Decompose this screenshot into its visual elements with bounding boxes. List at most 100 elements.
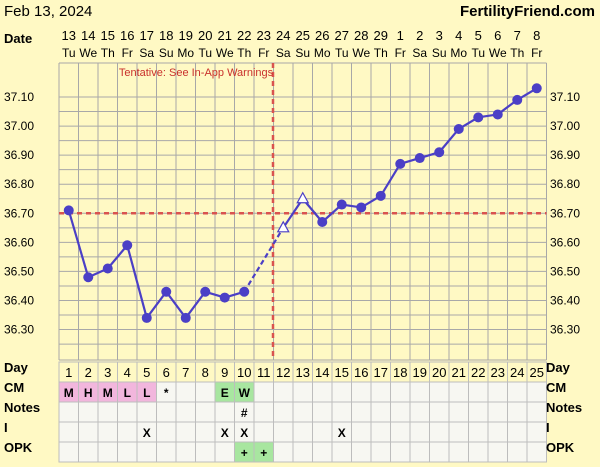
day-cell: 9 <box>221 365 228 380</box>
y-tick-label-left: 37.00 <box>4 119 34 133</box>
temperature-series <box>59 63 547 360</box>
intercourse-cell-bg <box>273 421 294 443</box>
intercourse-cell: X <box>143 426 151 440</box>
opk-cell-bg <box>409 441 430 463</box>
intercourse-cell-bg <box>487 421 508 443</box>
day-cell: 14 <box>315 365 329 380</box>
y-tick-label-left: 36.50 <box>4 264 34 278</box>
temperature-point <box>102 263 113 274</box>
opk-cell-bg <box>448 441 469 463</box>
day-row-label-right: Day <box>546 360 571 375</box>
cm-cell: M <box>64 386 74 400</box>
day-cell: 17 <box>374 365 388 380</box>
intercourse-cell-bg <box>58 421 79 443</box>
date-tick-label: 8 <box>533 28 540 43</box>
opk-cell-bg <box>370 441 391 463</box>
intercourse-cell-bg <box>409 421 430 443</box>
weekday-tick-label: Sa <box>276 46 291 60</box>
cm-cell-bg <box>409 381 430 403</box>
notes-cell: # <box>241 406 248 420</box>
date-tick-label: 4 <box>455 28 462 43</box>
date-tick-label: 14 <box>81 28 95 43</box>
opk-cell-bg <box>390 441 411 463</box>
opk-cell-bg <box>195 441 216 463</box>
intercourse-cell-bg <box>195 421 216 443</box>
date-tick-label: 25 <box>296 28 310 43</box>
date-tick-label: 2 <box>416 28 423 43</box>
weekday-tick-label: We <box>216 46 234 60</box>
opk-cell-bg <box>429 441 450 463</box>
date-tick-label: 5 <box>475 28 482 43</box>
day-cell: 23 <box>491 365 505 380</box>
tentative-warning[interactable]: Tentative: See In-App Warnings <box>119 67 274 79</box>
notes-cell-bg <box>253 401 274 423</box>
cm-cell-bg <box>273 381 294 403</box>
cm-cell-bg <box>175 381 196 403</box>
notes-cell-bg <box>487 401 508 423</box>
opk-cell-bg <box>507 441 528 463</box>
opk-cell-bg <box>331 441 352 463</box>
notes-cell-bg <box>370 401 391 423</box>
cm-cell-bg <box>468 381 489 403</box>
y-tick-label-right: 36.60 <box>550 235 580 249</box>
intercourse-row-label: I <box>4 420 8 435</box>
intercourse-cell-bg <box>253 421 274 443</box>
weekday-tick-label: Tu <box>198 46 212 60</box>
temperature-segment <box>126 244 148 319</box>
date-row-label: Date <box>4 31 32 46</box>
brand-logo: FertilityFriend.com <box>460 3 595 20</box>
opk-cell-bg <box>468 441 489 463</box>
notes-cell-bg <box>507 401 528 423</box>
cm-cell: L <box>143 386 150 400</box>
temperature-point <box>336 199 347 210</box>
notes-cell-bg <box>58 401 79 423</box>
day-cell: 15 <box>335 365 349 380</box>
cm-cell-bg <box>370 381 391 403</box>
weekday-tick-label: Mo <box>450 46 467 60</box>
weekday-tick-label: Mo <box>177 46 194 60</box>
cm-cell-bg <box>448 381 469 403</box>
temperature-point <box>317 217 328 228</box>
intercourse-cell: X <box>240 426 248 440</box>
intercourse-cell-bg <box>312 421 333 443</box>
date-tick-label: 19 <box>179 28 193 43</box>
weekday-tick-label: Fr <box>258 46 269 60</box>
y-tick-label-right: 36.50 <box>550 264 580 278</box>
intercourse-cell-bg <box>429 421 450 443</box>
y-tick-label-right: 37.00 <box>550 119 580 133</box>
notes-cell-bg <box>117 401 138 423</box>
day-cell: 16 <box>354 365 368 380</box>
notes-cell-bg <box>175 401 196 423</box>
date-tick-label: 21 <box>218 28 232 43</box>
day-cell: 24 <box>510 365 524 380</box>
temperature-point <box>200 286 211 297</box>
day-cell: 11 <box>257 365 271 380</box>
temperature-point <box>239 286 250 297</box>
date-tick-label: 7 <box>514 28 521 43</box>
temperature-point <box>122 240 133 251</box>
opk-cell-bg <box>273 441 294 463</box>
cm-cell-bg <box>195 381 216 403</box>
day-cell: 22 <box>471 365 485 380</box>
weekday-tick-label: Th <box>374 46 388 60</box>
notes-cell-bg <box>78 401 99 423</box>
opk-cell-bg <box>156 441 177 463</box>
opk-cell-bg <box>351 441 372 463</box>
weekday-tick-label: Su <box>432 46 447 60</box>
temperature-point <box>395 158 406 169</box>
notes-cell-bg <box>195 401 216 423</box>
notes-cell-bg <box>156 401 177 423</box>
weekday-tick-label: Fr <box>122 46 133 60</box>
day-cell: 19 <box>413 365 427 380</box>
y-tick-label-left: 36.90 <box>4 148 34 162</box>
date-tick-label: 29 <box>374 28 388 43</box>
chart-grid: 13 14 15 16 17 18 19 20 21 22 23 24 25 26 27 28 29 1 2 3 4 5 6… <box>4 28 580 361</box>
temperature-point-tentative <box>296 191 310 204</box>
weekday-tick-label: Tu <box>62 46 76 60</box>
opk-cell-bg <box>292 441 313 463</box>
temperature-point <box>375 190 386 201</box>
temperature-point <box>63 205 74 216</box>
intercourse-cell-bg <box>97 421 118 443</box>
weekday-tick-label: Fr <box>395 46 406 60</box>
